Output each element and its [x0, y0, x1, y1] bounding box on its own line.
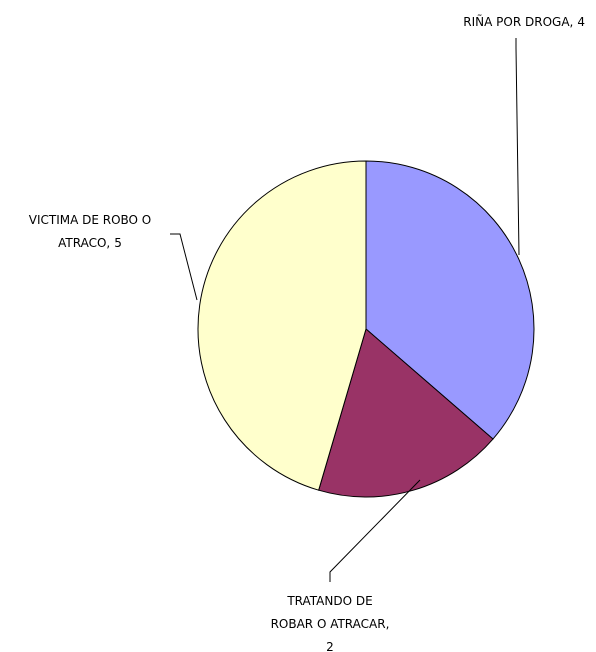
label-value: 5	[114, 236, 122, 250]
label-category: VICTIMA DE ROBO O ATRACO	[29, 213, 152, 250]
leader-line	[515, 38, 520, 256]
label-separator: ,	[570, 15, 574, 29]
data-label: TRATANDO DE ROBAR O ATRACAR , 2	[271, 594, 390, 652]
leader-line	[170, 233, 198, 301]
label-line: ATRACO	[58, 236, 106, 250]
pie	[197, 160, 535, 498]
leader-line	[329, 479, 421, 582]
label-line: RIÑA POR DROGA	[463, 14, 570, 29]
label-value: 4	[577, 15, 585, 29]
pie-slice	[197, 160, 367, 491]
label-value: 2	[326, 640, 334, 652]
label-line: VICTIMA DE ROBO O	[29, 213, 152, 227]
label-line: ROBAR O ATRACAR	[271, 617, 386, 631]
label-separator: ,	[106, 236, 110, 250]
data-label: RIÑA POR DROGA, 4	[463, 14, 585, 29]
label-line: TRATANDO DE	[286, 594, 372, 608]
pie-slice	[365, 160, 535, 440]
label-category: TRATANDO DE ROBAR O ATRACAR	[271, 594, 386, 631]
pie-slice	[318, 328, 494, 498]
data-label: VICTIMA DE ROBO O ATRACO, 5	[29, 213, 152, 250]
label-separator: ,	[386, 617, 390, 631]
label-category: RIÑA POR DROGA	[463, 14, 570, 29]
